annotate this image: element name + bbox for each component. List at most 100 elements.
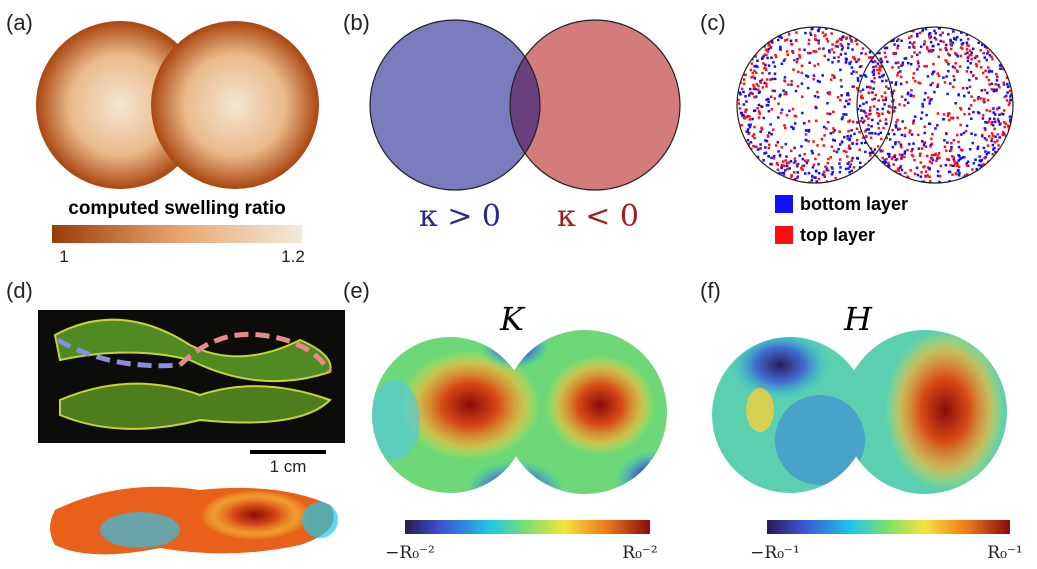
dot	[772, 175, 775, 178]
dot	[921, 147, 924, 150]
dot	[850, 159, 853, 162]
dot	[992, 134, 995, 137]
dot	[792, 108, 795, 111]
panel-label: (b)	[343, 10, 370, 35]
dot	[749, 126, 752, 128]
dot	[894, 143, 897, 146]
dot	[995, 161, 998, 164]
dot	[1011, 126, 1014, 129]
dot	[939, 175, 942, 178]
dot	[839, 99, 842, 102]
dot	[881, 80, 884, 83]
dot	[817, 96, 820, 99]
dot	[743, 35, 746, 38]
dot	[919, 32, 922, 35]
dot	[1001, 32, 1004, 35]
dot	[744, 154, 747, 157]
dot	[1006, 83, 1009, 86]
dot	[974, 177, 977, 180]
dot	[848, 139, 851, 142]
dot	[781, 63, 784, 66]
dot	[980, 89, 983, 92]
dot	[879, 42, 882, 45]
dot	[883, 30, 886, 33]
dot	[861, 175, 864, 178]
dot	[970, 54, 973, 57]
dot	[881, 108, 884, 111]
dot	[893, 43, 896, 46]
dot	[901, 29, 904, 32]
dot	[852, 121, 855, 124]
dot	[920, 175, 923, 178]
dot	[907, 102, 910, 105]
dot	[967, 60, 970, 63]
dot	[951, 117, 954, 120]
dot	[941, 32, 944, 35]
dot	[967, 178, 970, 181]
dot	[990, 43, 993, 46]
dot	[778, 31, 781, 34]
dot	[978, 112, 981, 115]
dot	[756, 59, 759, 62]
dot	[766, 57, 769, 60]
dot	[847, 120, 850, 123]
dot	[872, 48, 875, 51]
dot	[966, 52, 969, 55]
dot	[876, 177, 879, 180]
dot	[779, 48, 782, 51]
dot	[920, 45, 923, 48]
dot	[999, 168, 1002, 171]
dot	[966, 41, 969, 44]
dot	[851, 142, 854, 145]
dot	[815, 170, 818, 173]
dot	[839, 37, 842, 40]
dot	[737, 130, 740, 133]
dot	[747, 58, 750, 61]
dot	[978, 176, 981, 179]
dot	[892, 163, 895, 166]
dot	[777, 141, 780, 144]
dot	[990, 122, 993, 125]
dot	[784, 127, 787, 130]
dot	[766, 78, 769, 81]
dot	[823, 134, 826, 137]
dot	[980, 164, 983, 167]
dot	[920, 171, 923, 174]
dot	[998, 52, 1001, 55]
dot	[893, 155, 896, 158]
dot	[759, 143, 762, 146]
dot	[931, 157, 934, 160]
panel-d: (d) 1 cm	[6, 278, 345, 554]
dot	[902, 182, 905, 185]
dot	[743, 103, 746, 106]
dot	[847, 94, 850, 97]
dot	[747, 39, 750, 42]
dot	[1002, 171, 1005, 174]
dot	[995, 73, 998, 76]
dot	[770, 56, 773, 59]
dot	[770, 174, 773, 177]
dot	[895, 126, 898, 129]
dot	[991, 83, 994, 86]
dot	[997, 133, 1000, 136]
dot	[853, 178, 856, 181]
dot	[859, 105, 862, 108]
dot	[1011, 58, 1014, 61]
dot	[950, 48, 953, 51]
dot	[764, 37, 767, 40]
dot	[911, 148, 914, 151]
dot	[900, 83, 903, 86]
dot	[767, 155, 770, 158]
dot	[968, 30, 971, 33]
dot	[918, 65, 921, 68]
legend-label: top layer	[800, 225, 875, 245]
dot	[947, 70, 950, 73]
dot	[752, 72, 755, 75]
dot	[853, 32, 856, 35]
dot	[801, 112, 804, 115]
dot	[738, 142, 741, 145]
dot	[1004, 29, 1007, 32]
dot	[743, 167, 746, 170]
dot	[897, 170, 900, 173]
dot	[944, 81, 947, 84]
